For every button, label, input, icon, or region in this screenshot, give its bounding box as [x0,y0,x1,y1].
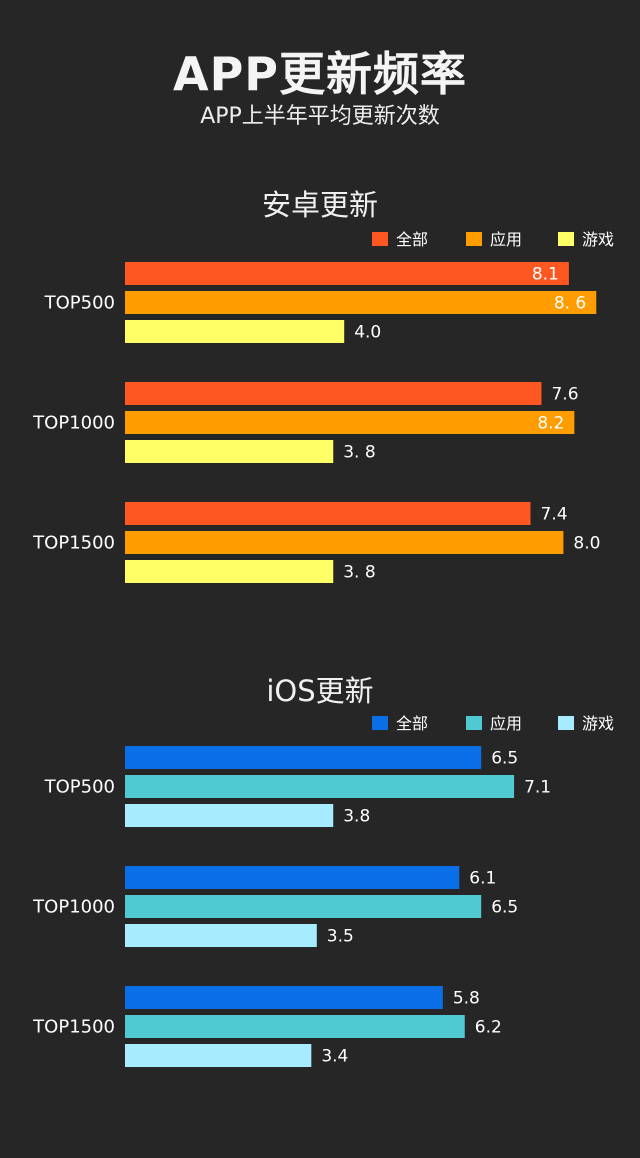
legend-label-0: 全部 [396,714,428,733]
data-label: 6.5 [491,898,518,918]
bar-游戏-TOP1000 [125,440,334,463]
bar-全部-TOP1500 [125,502,531,525]
category-label: TOP1000 [32,897,115,918]
category-label: TOP500 [44,293,115,314]
bar-应用-TOP1000 [125,411,575,434]
category-label: TOP1500 [32,533,115,554]
bar-全部-TOP1000 [125,866,460,889]
bar-应用-TOP1000 [125,895,482,918]
legend-swatch-0 [372,716,388,730]
legend-swatch-1 [466,716,482,730]
legend-swatch-2 [558,232,574,246]
android-chart-plot: 全部 应用 游戏 TOP500 8.1 8. 6 4.0 TOP1000 7.6 8.2 3. 8 T… [32,230,614,583]
bar-应用-TOP1500 [125,531,564,554]
legend-swatch-1 [466,232,482,246]
page-title: APP更新频率 [172,47,468,101]
data-label: 3.8 [343,807,370,827]
chart-title: iOS更新 [266,674,374,708]
bar-全部-TOP500 [125,746,482,769]
ios-chart-plot: 全部 应用 游戏 TOP500 6.5 7.1 3.8 TOP1000 6.1 6.5 3.5 TOP… [32,714,614,1067]
data-label: 8. 6 [554,294,586,314]
legend-label-2: 游戏 [582,714,614,733]
data-label: 3. 8 [343,563,375,583]
data-label: 6.5 [491,749,518,769]
legend-swatch-0 [372,232,388,246]
legend-label-1: 应用 [490,230,522,249]
data-label: 3.5 [327,927,354,947]
data-label: 7.4 [541,505,568,525]
ios-chart: iOS更新 全部 应用 游戏 TOP500 6.5 7.1 3.8 TOP1000 6.1 6.5… [0,668,640,1088]
data-label: 8.0 [573,534,600,554]
bar-全部-TOP1500 [125,986,443,1009]
android-chart: 安卓更新 全部 应用 游戏 TOP500 8.1 8. 6 4.0 TOP1000 7.6 8.2… [0,182,640,602]
bar-应用-TOP1500 [125,1015,465,1038]
data-label: 7.6 [551,385,578,405]
bar-游戏-TOP1500 [125,1044,312,1067]
chart-title: 安卓更新 [261,188,378,222]
bar-游戏-TOP1500 [125,560,334,583]
bar-游戏-TOP500 [125,320,345,343]
bar-应用-TOP500 [125,775,515,798]
bar-应用-TOP500 [125,291,597,314]
category-label: TOP1500 [32,1017,115,1038]
bar-游戏-TOP500 [125,804,334,827]
category-label: TOP500 [44,777,115,798]
data-label: 4.0 [354,323,381,343]
data-label: 6.2 [475,1018,502,1038]
data-label: 7.1 [524,778,551,798]
legend-label-2: 游戏 [582,230,614,249]
legend-swatch-2 [558,716,574,730]
legend-label-0: 全部 [396,230,428,249]
bar-全部-TOP1000 [125,382,542,405]
legend-label-1: 应用 [490,714,522,733]
category-label: TOP1000 [32,413,115,434]
data-label: 3. 8 [343,443,375,463]
page-subtitle: APP上半年平均更新次数 [200,104,440,129]
data-label: 5.8 [453,989,480,1009]
bar-全部-TOP500 [125,262,569,285]
data-label: 8.1 [532,265,559,285]
data-label: 6.1 [469,869,496,889]
data-label: 3.4 [321,1047,348,1067]
bar-游戏-TOP1000 [125,924,317,947]
data-label: 8.2 [537,414,564,434]
